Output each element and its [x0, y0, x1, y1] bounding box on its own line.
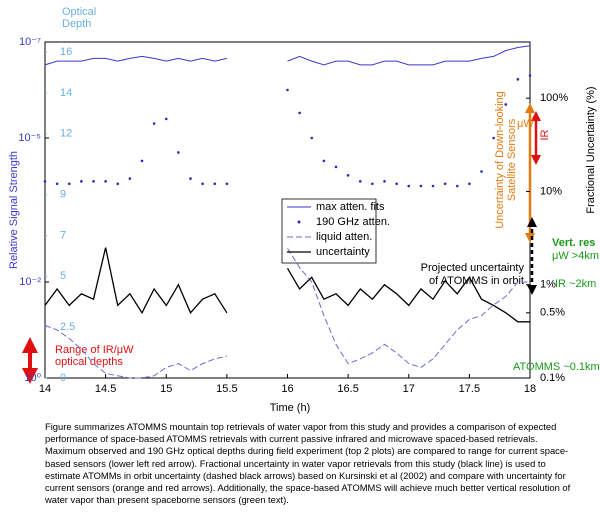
x-tick-label: 15.5: [216, 383, 237, 395]
data-point: [164, 117, 168, 121]
od-tick-label: 7: [60, 229, 66, 241]
annotation: μW: [517, 118, 534, 130]
data-point: [383, 180, 386, 183]
legend-label: 190 GHz atten.: [316, 216, 390, 228]
data-point: [225, 182, 229, 186]
y-tick-label: 10⁻⁷: [19, 36, 41, 48]
data-point: [140, 159, 144, 163]
data-point: [346, 174, 350, 177]
data-point: [419, 184, 423, 188]
legend-label: max atten. fits: [316, 201, 385, 213]
x-tick-label: 14.5: [95, 383, 116, 395]
data-point: [298, 111, 301, 115]
data-point: [104, 180, 107, 183]
x-axis-label: Time (h): [270, 402, 311, 414]
data-point: [492, 136, 495, 140]
data-point: [371, 182, 374, 186]
data-point: [431, 184, 435, 188]
legend-label: uncertainty: [316, 246, 370, 258]
y2-tick-label: 0.5%: [540, 307, 565, 319]
annotation: IR: [539, 129, 551, 140]
data-point: [504, 103, 508, 106]
legend-label: liquid atten.: [316, 231, 372, 243]
annotation: μW >4km: [552, 250, 599, 262]
od-tick-label: 9: [60, 189, 66, 201]
data-point: [152, 122, 156, 125]
y2-tick-label: 100%: [540, 92, 568, 104]
series-line: [44, 247, 530, 323]
od-tick-label: 14: [60, 87, 72, 99]
data-point: [455, 184, 459, 188]
data-point: [528, 74, 532, 77]
data-point: [310, 136, 314, 140]
annotation: Projected uncertainty: [421, 262, 525, 274]
y-tick-label: 10⁻²: [19, 276, 41, 288]
y2-tick-label: 0.1%: [540, 372, 565, 384]
data-point: [286, 88, 289, 92]
data-point: [177, 151, 180, 154]
x-tick-label: 16: [281, 383, 293, 395]
data-point: [55, 182, 59, 186]
y2-tick-label: 10%: [540, 185, 562, 197]
y2-tick-label: 1%: [540, 279, 556, 291]
annotation: optical depths: [55, 356, 123, 368]
annotation: of ATOMMS in orbit: [429, 275, 524, 287]
data-point: [443, 182, 447, 186]
annotation: Vert. res: [552, 237, 595, 249]
chart: Optical Depth Relative Signal Strength F…: [8, 6, 600, 414]
data-point: [43, 180, 47, 183]
y2-axis-label: Fractional Uncertainty (%): [585, 86, 597, 213]
y-tick-label: 10⁰: [24, 372, 41, 384]
od-tick-label: 2.5: [60, 321, 75, 333]
annotation: ATOMMS ~0.1km: [513, 361, 600, 373]
annotation: Satellite Sensors: [506, 118, 518, 201]
data-point: [213, 182, 217, 186]
y-tick-label: 10⁻⁵: [18, 132, 41, 144]
x-tick-label: 17.5: [459, 383, 480, 395]
data-point: [334, 165, 338, 169]
data-point: [395, 182, 398, 186]
data-point: [92, 180, 95, 183]
data-point: [128, 177, 132, 180]
series-line: [44, 248, 530, 379]
od-tick-label: 0: [60, 372, 66, 384]
annotation: Range of IR/μW: [55, 344, 134, 356]
caption: Figure summarizes ATOMMS mountain top re…: [45, 421, 571, 506]
od-tick-label: 5: [60, 270, 66, 282]
data-point: [407, 184, 411, 188]
data-point: [468, 182, 471, 186]
series-line: [44, 45, 531, 66]
od-label: Depth: [62, 18, 91, 30]
data-point: [201, 182, 204, 186]
od-tick-label: 16: [60, 46, 72, 58]
data-point: [189, 177, 192, 180]
data-point: [80, 180, 83, 183]
x-tick-label: 16.5: [337, 383, 358, 395]
x-tick-label: 14: [39, 383, 51, 395]
legend-swatch: [297, 220, 301, 224]
od-tick-label: 12: [60, 128, 72, 140]
od-label: Optical: [62, 6, 96, 18]
data-point: [116, 182, 120, 186]
x-tick-label: 18: [524, 383, 536, 395]
data-point: [322, 159, 326, 163]
y-axis-label: Relative Signal Strength: [8, 151, 20, 269]
x-tick-label: 15: [160, 383, 172, 395]
data-point: [358, 180, 362, 183]
data-point: [67, 182, 71, 186]
annotation: IR ~2km: [555, 278, 596, 290]
data-point: [516, 78, 520, 81]
annotation: Uncertainty of Down-looking: [494, 91, 506, 229]
data-point: [480, 170, 483, 173]
x-tick-label: 17: [403, 383, 415, 395]
